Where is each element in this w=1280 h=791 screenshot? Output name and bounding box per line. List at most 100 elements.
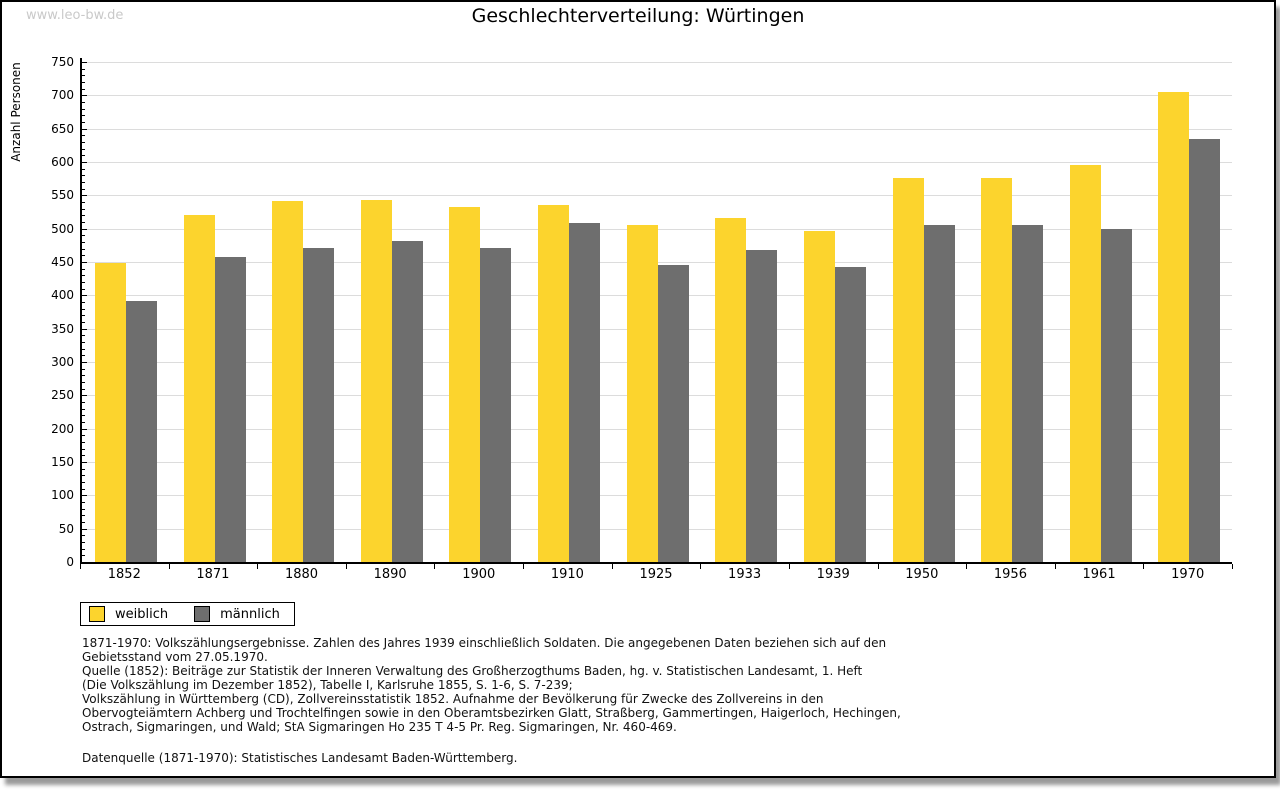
x-tick xyxy=(168,564,170,569)
y-minor-tick xyxy=(81,82,85,83)
y-minor-tick xyxy=(81,248,85,250)
y-minor-tick xyxy=(81,108,85,110)
y-tick-label: 300 xyxy=(51,355,74,369)
y-minor-tick xyxy=(81,148,85,150)
y-minor-tick xyxy=(81,275,85,277)
footnote-line: 1871-1970: Volkszählungsergebnisse. Zahl… xyxy=(82,636,887,650)
x-axis-label-1925: 1925 xyxy=(639,567,673,582)
y-minor-tick xyxy=(81,75,85,77)
bar-männlich-1871 xyxy=(214,257,246,562)
bar-männlich-1880 xyxy=(303,248,335,562)
y-tick xyxy=(80,62,87,63)
y-minor-tick xyxy=(81,342,85,343)
plot-area: 1852 1871 1880 1890 1900 1910 1925 1933 1939 1950… xyxy=(2,2,1274,602)
y-tick xyxy=(80,362,87,363)
y-tick xyxy=(80,262,87,263)
x-axis-label-1852: 1852 xyxy=(107,567,141,582)
y-tick xyxy=(80,228,87,230)
legend-label-weiblich: weiblich xyxy=(115,606,169,622)
bar-weiblich-1900 xyxy=(449,207,481,562)
y-minor-tick xyxy=(81,442,85,443)
y-minor-tick xyxy=(81,68,85,70)
y-minor-tick xyxy=(81,255,85,257)
y-minor-tick xyxy=(81,535,85,537)
y-minor-tick xyxy=(81,88,85,90)
y-tick-label: 0 xyxy=(66,555,74,569)
y-minor-tick xyxy=(81,422,85,423)
bar-männlich-1890 xyxy=(391,240,423,562)
y-tick-label: 200 xyxy=(51,421,74,436)
y-tick-label: 500 xyxy=(51,221,74,236)
x-tick xyxy=(966,564,968,569)
y-minor-tick xyxy=(81,122,85,123)
y-minor-tick xyxy=(81,455,85,457)
y-minor-tick xyxy=(81,175,85,177)
y-minor-tick xyxy=(81,308,85,310)
y-minor-tick xyxy=(81,335,85,337)
y-tick-label: 150 xyxy=(51,455,74,469)
y-tick xyxy=(80,395,87,397)
bar-weiblich-1910 xyxy=(538,205,570,562)
y-tick-label: 550 xyxy=(51,188,74,203)
watermark: www.leo-bw.de xyxy=(26,8,124,23)
y-minor-tick xyxy=(81,155,85,157)
footnote-line: Volkszählung in Württemberg (CD), Zollve… xyxy=(82,692,824,706)
bar-weiblich-1939 xyxy=(803,230,835,562)
y-minor-tick xyxy=(81,215,85,217)
y-minor-tick xyxy=(81,355,85,357)
y-minor-tick xyxy=(81,468,85,470)
y-minor-tick xyxy=(81,375,85,377)
bar-männlich-1970 xyxy=(1189,138,1221,562)
y-minor-tick xyxy=(81,235,85,237)
y-tick xyxy=(80,528,87,530)
y-minor-tick xyxy=(81,402,85,403)
x-axis-line xyxy=(80,562,1232,564)
y-minor-tick xyxy=(81,415,85,417)
bar-männlich-1939 xyxy=(834,267,866,562)
gridline xyxy=(80,195,1232,197)
y-minor-tick xyxy=(81,515,85,517)
y-minor-tick xyxy=(81,302,85,303)
x-axis-label-1970: 1970 xyxy=(1171,567,1205,582)
y-minor-tick xyxy=(81,202,85,203)
page-title: Geschlechterverteilung: Würtingen xyxy=(471,5,805,27)
x-axis-label-1933: 1933 xyxy=(728,567,762,582)
y-tick xyxy=(80,295,87,297)
y-tick-label: 250 xyxy=(51,388,74,403)
legend-entry-weiblich: weiblich xyxy=(89,606,168,622)
y-minor-tick xyxy=(81,435,85,437)
x-tick xyxy=(345,564,347,569)
y-tick xyxy=(80,495,87,497)
bar-männlich-1961 xyxy=(1100,228,1132,562)
y-minor-tick xyxy=(81,382,85,383)
x-tick xyxy=(1232,564,1233,569)
footnote-line: (Die Volkszählung im Dezember 1852), Tab… xyxy=(82,678,573,692)
footnote-line: Obervogteiämtern Achberg und Trochtelfin… xyxy=(82,706,901,720)
y-minor-tick xyxy=(81,488,85,490)
y-minor-tick xyxy=(81,135,85,137)
y-tick xyxy=(80,462,87,463)
y-minor-tick xyxy=(81,182,85,183)
y-minor-tick xyxy=(81,208,85,210)
y-minor-tick xyxy=(81,548,85,550)
y-tick-label: 750 xyxy=(51,55,74,69)
x-tick xyxy=(523,564,525,569)
bar-männlich-1925 xyxy=(657,265,689,562)
footnotes: 1871-1970: Volkszählungsergebnisse. Zahl… xyxy=(82,636,901,765)
x-axis-label-1961: 1961 xyxy=(1082,567,1116,582)
x-tick xyxy=(1054,564,1056,569)
bar-männlich-1852 xyxy=(126,301,157,562)
x-tick xyxy=(877,564,879,569)
y-minor-tick xyxy=(81,502,85,503)
y-minor-tick xyxy=(81,348,85,350)
y-minor-tick xyxy=(81,368,85,370)
x-axis-label-1890: 1890 xyxy=(373,567,407,582)
x-axis-label-1956: 1956 xyxy=(993,567,1027,582)
y-tick xyxy=(80,128,87,130)
y-tick-label: 350 xyxy=(51,321,74,336)
bar-weiblich-1956 xyxy=(981,178,1013,562)
y-tick xyxy=(80,162,87,163)
y-tick-label: 600 xyxy=(51,155,74,169)
y-tick-label: 450 xyxy=(51,255,74,269)
footnote-line: Quelle (1852): Beiträge zur Statistik de… xyxy=(82,664,863,678)
